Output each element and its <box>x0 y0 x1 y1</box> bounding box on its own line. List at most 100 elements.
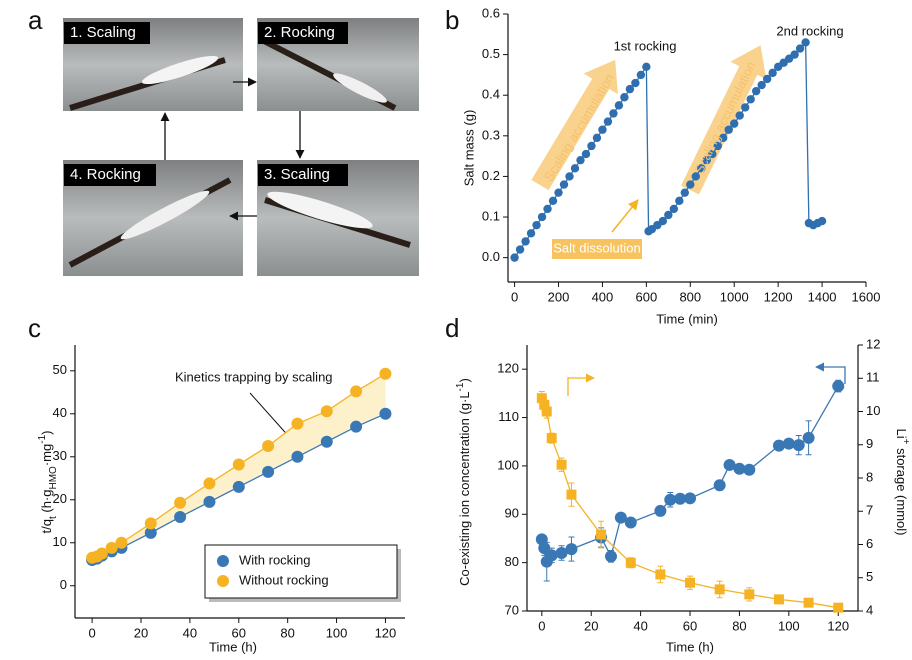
marker <box>350 420 363 433</box>
y-axis-label: Salt mass (g) <box>461 110 476 187</box>
marker <box>379 367 392 380</box>
y-tick-label: 110 <box>498 409 519 424</box>
y2-tick-label: 6 <box>866 536 873 551</box>
x-tick-label: 600 <box>636 289 658 304</box>
marker <box>565 172 574 181</box>
marker <box>603 117 613 126</box>
marker <box>576 155 585 165</box>
marker <box>674 492 687 505</box>
y-tick-label: 80 <box>505 554 519 569</box>
legend-box <box>204 544 398 599</box>
marker <box>741 103 750 112</box>
marker <box>744 589 755 600</box>
x-tick-label: 100 <box>778 618 800 633</box>
marker <box>537 212 547 222</box>
photo-label: 4. Rocking <box>70 166 141 183</box>
marker <box>559 180 569 189</box>
annotation: Salt dissolution <box>553 240 640 255</box>
marker <box>521 237 530 246</box>
marker <box>262 440 275 453</box>
marker <box>714 584 725 595</box>
marker <box>565 543 578 556</box>
marker <box>604 550 617 563</box>
legend-label: Without rocking <box>239 572 329 587</box>
label-part: + <box>900 439 911 445</box>
label-part: ) <box>457 378 472 382</box>
dissolution-arrow <box>611 199 639 233</box>
marker <box>510 253 519 262</box>
marker <box>115 536 128 549</box>
marker <box>733 462 746 475</box>
marker <box>757 80 766 90</box>
marker <box>144 526 157 539</box>
label-part: t/q <box>39 519 54 533</box>
marker <box>570 164 580 173</box>
marker <box>545 549 558 562</box>
y-tick-label: 100 <box>497 457 519 472</box>
legend-label: With rocking <box>239 552 311 567</box>
marker <box>232 480 245 493</box>
label-part: -1 <box>455 382 466 391</box>
photo-1 <box>63 18 243 111</box>
marker <box>795 44 805 53</box>
series-line <box>541 385 839 564</box>
x-tick-label: 1400 <box>808 289 837 304</box>
photo-2 <box>257 18 419 111</box>
x-tick-label: 1000 <box>720 289 749 304</box>
marker <box>526 229 536 238</box>
x-tick-label: 1600 <box>852 289 881 304</box>
marker <box>174 496 187 509</box>
x-tick-label: 1200 <box>764 289 793 304</box>
annotation-box <box>552 239 642 259</box>
label-part: Li <box>894 429 909 439</box>
marker <box>680 188 690 197</box>
y-tick-label: 0.4 <box>482 87 500 102</box>
label-part: t <box>48 516 59 519</box>
x-tick-label: 60 <box>232 625 246 640</box>
y-tick-label: 20 <box>53 491 67 506</box>
x-tick-label: 60 <box>683 618 697 633</box>
annotation: 2nd rocking <box>776 23 843 38</box>
y2-tick-label: 4 <box>866 602 873 617</box>
marker <box>262 465 275 478</box>
x-axis-label: Time (h) <box>209 639 257 654</box>
y2-axis-label: Li+ storage (mmol) <box>894 429 911 536</box>
marker <box>554 188 563 197</box>
marker <box>655 569 666 580</box>
y-tick-label: 120 <box>497 361 519 376</box>
y-tick-label: 0.2 <box>482 168 500 183</box>
marker <box>708 149 717 159</box>
marker <box>801 38 810 47</box>
photo-4 <box>63 160 243 276</box>
x-axis-label: Time (min) <box>656 311 718 326</box>
marker <box>609 109 618 118</box>
annotation: 1st rocking <box>614 38 677 53</box>
callout-line <box>249 392 293 441</box>
y2-tick-label: 12 <box>866 336 880 351</box>
trend-arrows <box>531 45 767 195</box>
marker <box>555 546 568 559</box>
y2-tick-label: 11 <box>866 370 880 385</box>
marker <box>751 86 761 96</box>
marker <box>350 385 363 398</box>
x-tick-label: 400 <box>592 289 614 304</box>
marker <box>379 407 392 420</box>
marker <box>566 489 577 500</box>
x-tick-label: 20 <box>584 618 598 633</box>
x-tick-label: 40 <box>183 625 197 640</box>
y-tick-label: 50 <box>53 362 67 377</box>
x-tick-label: 80 <box>280 625 294 640</box>
x-tick-label: 80 <box>732 618 746 633</box>
y-tick-label: 0.0 <box>482 249 500 264</box>
marker <box>625 557 636 568</box>
y-tick-label: 70 <box>505 602 519 617</box>
marker <box>675 196 684 205</box>
y-tick-label: 90 <box>505 506 519 521</box>
label-part: Co-existing ion concentration (g·L <box>457 391 472 585</box>
marker <box>697 164 706 173</box>
cycle-arrows <box>160 77 305 221</box>
label-part: ) <box>39 431 54 435</box>
label-part: storage (mmol) <box>894 444 909 535</box>
y-tick-label: 0.5 <box>482 46 500 61</box>
